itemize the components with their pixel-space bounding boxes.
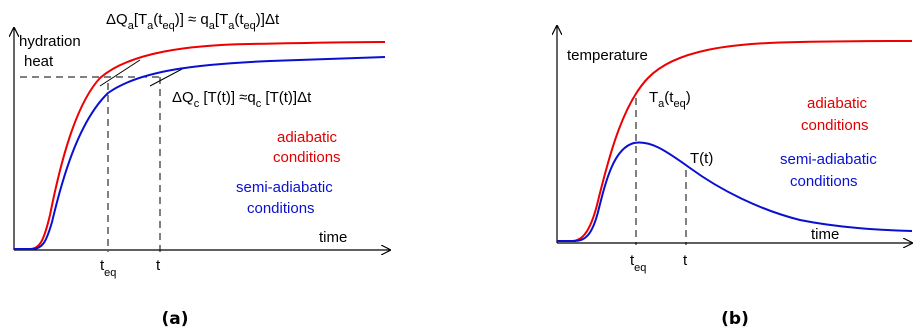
panel-a-eq-top: ΔQa[Ta(teq)] ≈ qa[Ta(teq)]Δt (106, 11, 280, 32)
panel-a-tick-teq: teq (100, 257, 116, 279)
panel-b-tick-t: t (683, 252, 688, 269)
panel-a-legend-semi-1: semi-adiabatic (236, 179, 333, 196)
panel-a-legend-adiabatic-2: conditions (273, 149, 341, 166)
panel-a-tangent-adiabatic (99, 59, 141, 87)
panel-b-ylabel: temperature (567, 47, 648, 64)
panel-b-legend-adiabatic-1: adiabatic (807, 95, 868, 112)
panel-b-legend-semi-2: conditions (790, 173, 858, 190)
panel-b-xlabel: time (811, 226, 839, 243)
panel-b-curve-adiabatic (557, 40, 913, 242)
panel-b-tick-teq: teq (630, 252, 646, 274)
panel-a-xlabel: time (319, 229, 347, 246)
panel-b-ta-label: Ta(teq) (649, 89, 691, 110)
panel-b-curve-semi-adiabatic (557, 141, 913, 242)
panel-a-eq-mid: ΔQc [T(t)] ≈qc [T(t)]Δt (172, 89, 312, 110)
panel-a-ylabel-2: heat (24, 53, 54, 70)
panel-a-legend-adiabatic-1: adiabatic (277, 129, 338, 146)
panel-b-legend-semi-1: semi-adiabatic (780, 151, 877, 168)
panel-a-tangent-semi (149, 67, 185, 87)
panel-a: hydration heat time ΔQa[Ta(teq)] ≈ qa[Ta… (14, 11, 390, 329)
panel-b-legend-adiabatic-2: conditions (801, 117, 869, 134)
panel-a-curve-adiabatic (14, 41, 386, 250)
panel-a-caption: (a) (161, 309, 188, 329)
panel-a-tick-t: t (156, 257, 161, 274)
panel-a-curve-semi-adiabatic (14, 56, 386, 250)
panel-b: temperature time Ta(teq) T(t) adiabatic … (557, 26, 912, 329)
panel-b-tt-label: T(t) (690, 150, 713, 167)
panel-a-ylabel-1: hydration (19, 33, 81, 50)
panel-b-caption: (b) (721, 309, 749, 329)
panel-a-legend-semi-2: conditions (247, 200, 315, 217)
